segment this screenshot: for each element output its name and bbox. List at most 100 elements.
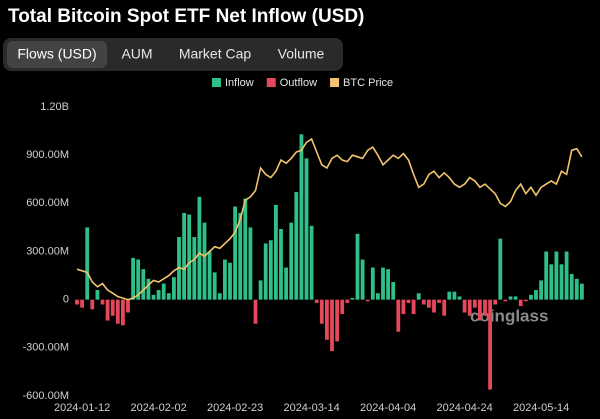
bar <box>253 299 258 324</box>
bar <box>294 192 299 300</box>
bar <box>223 259 227 300</box>
bar <box>411 299 416 315</box>
bar <box>212 272 217 300</box>
bar <box>243 198 248 300</box>
bar <box>534 290 538 300</box>
bar <box>268 240 273 300</box>
bar <box>340 299 345 315</box>
price-line <box>76 137 583 301</box>
y-tick-label: 900.00M <box>26 149 69 161</box>
bar <box>115 299 120 324</box>
bar <box>370 267 375 300</box>
bar <box>105 299 110 321</box>
bar <box>518 299 523 307</box>
tab[interactable]: Flows (USD) <box>17 46 96 62</box>
bar <box>197 196 202 300</box>
bar <box>432 299 436 313</box>
bar <box>192 237 197 300</box>
bar <box>574 278 579 300</box>
bar <box>355 233 360 300</box>
bar <box>554 251 559 300</box>
bar <box>202 222 207 300</box>
bar <box>100 299 105 305</box>
tab-selected-bg <box>7 41 107 68</box>
y-tick-label: -600.00M <box>23 390 69 402</box>
bar <box>467 299 472 316</box>
bar <box>75 299 79 305</box>
x-tick-label: 2024-03-14 <box>283 402 339 414</box>
bar <box>166 293 171 300</box>
bar <box>131 257 135 300</box>
bar <box>284 267 288 300</box>
bar <box>478 299 482 321</box>
bar <box>569 273 574 300</box>
y-tick-label: 0 <box>63 294 69 306</box>
x-tick-label: 2024-02-02 <box>130 402 186 414</box>
bar <box>274 204 278 300</box>
bar <box>523 299 528 302</box>
bar <box>156 290 161 300</box>
bar <box>80 299 84 308</box>
bar <box>483 299 487 316</box>
bar <box>217 293 222 300</box>
bar <box>126 299 130 313</box>
y-tick-label: -300.00M <box>23 342 69 354</box>
bar <box>559 264 564 300</box>
legend-swatch <box>330 78 340 87</box>
bar <box>365 299 370 302</box>
tab[interactable]: Volume <box>278 46 325 62</box>
bar <box>325 299 329 340</box>
bar <box>141 269 146 300</box>
bar <box>345 299 350 303</box>
bar <box>304 158 309 300</box>
bar <box>564 251 569 300</box>
bar <box>151 294 156 300</box>
bar <box>488 299 492 390</box>
bar <box>309 225 314 300</box>
x-tick-label: 2024-05-14 <box>513 402 569 414</box>
legend-swatch <box>212 78 221 87</box>
bar <box>396 299 401 332</box>
bar <box>529 294 533 300</box>
legend-label: Outflow <box>280 77 317 89</box>
bar <box>539 280 543 300</box>
bar <box>233 206 237 300</box>
bar <box>228 262 232 300</box>
bar <box>330 299 334 352</box>
bar <box>121 299 125 326</box>
legend-label: Inflow <box>225 77 254 89</box>
bar <box>85 227 90 300</box>
bar <box>289 222 294 300</box>
bar <box>427 299 431 308</box>
bar <box>335 299 339 342</box>
bar <box>580 283 584 300</box>
bar <box>263 243 268 300</box>
bar <box>401 299 406 315</box>
bar <box>238 212 243 300</box>
bar <box>172 277 176 300</box>
bar <box>421 299 426 305</box>
bar <box>95 290 100 300</box>
bar <box>136 259 141 300</box>
tab[interactable]: Market Cap <box>179 46 252 62</box>
x-tick-label: 2024-02-23 <box>207 402 263 414</box>
bar <box>279 229 283 300</box>
bar <box>110 299 115 316</box>
bar <box>498 238 503 300</box>
bar <box>207 251 212 300</box>
y-tick-label: 600.00M <box>26 197 69 209</box>
bar <box>442 299 447 316</box>
bar <box>182 212 186 300</box>
bar <box>350 298 355 300</box>
tab[interactable]: AUM <box>121 46 152 62</box>
bar <box>319 299 324 324</box>
legend-swatch <box>266 78 276 87</box>
bar <box>381 267 385 300</box>
bar <box>314 299 319 303</box>
bar <box>462 299 467 313</box>
bar <box>447 291 452 300</box>
bar <box>360 259 365 300</box>
bar <box>406 299 411 303</box>
